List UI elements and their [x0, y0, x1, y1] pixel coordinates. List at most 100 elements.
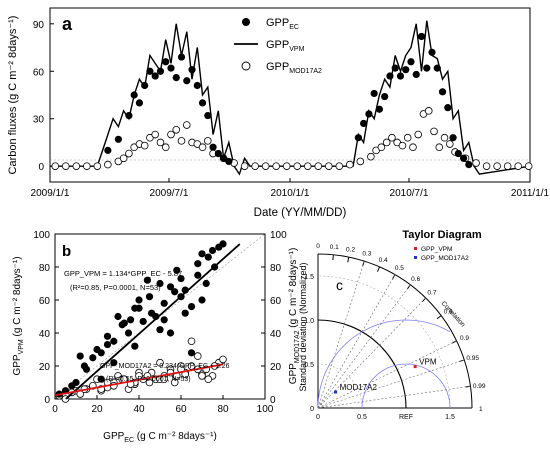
- vpm-point: [181, 309, 189, 317]
- a-y-tick-label: 0: [38, 162, 44, 173]
- a-x-tick-label: 2010/7/1: [390, 188, 429, 199]
- b-x-tick-label: 80: [217, 404, 229, 415]
- c-y-tick-label: 1.5: [304, 274, 314, 281]
- mod-point: [524, 162, 533, 170]
- panel-b-stats-vpm: (R²=0.85, P=0.0001, N=53): [70, 283, 161, 292]
- vpm-point: [145, 293, 154, 301]
- b-y-tick-label: 40: [39, 329, 51, 340]
- vpm-point: [198, 250, 206, 258]
- vpm-point: [173, 266, 181, 274]
- ec-point: [402, 66, 410, 74]
- mod-fit-line: [54, 363, 224, 397]
- legend-vpm-text: GPP_VPM: [421, 246, 452, 253]
- legend-mod-marker: [241, 61, 251, 71]
- vpm-point: [124, 329, 133, 337]
- ec-point: [381, 92, 389, 101]
- vpm-point: [166, 283, 175, 291]
- ec-point: [167, 64, 175, 72]
- mod-point: [125, 149, 133, 158]
- vpm-point: [198, 296, 206, 304]
- mod-point: [83, 162, 91, 170]
- mod-point: [472, 159, 480, 167]
- mod-point: [414, 130, 423, 139]
- mod-point: [356, 157, 365, 166]
- ec-point: [188, 66, 196, 74]
- b-y2-tick-label: 20: [270, 362, 282, 373]
- vpm-point: [208, 246, 217, 255]
- ec-point: [204, 111, 212, 120]
- vpm-point: [194, 271, 202, 279]
- vpm-point: [171, 288, 179, 296]
- ec-point: [465, 161, 473, 169]
- ec-point: [396, 72, 405, 80]
- vpm-point: [110, 337, 118, 345]
- mod-point: [335, 162, 344, 170]
- a-y-tick-label: 30: [33, 115, 45, 126]
- ec-point: [146, 67, 154, 75]
- mod-point: [282, 162, 291, 170]
- vpm-point: [68, 382, 76, 390]
- ec-point: [423, 64, 431, 72]
- mod-point: [424, 107, 433, 115]
- vpm-point: [187, 303, 196, 311]
- mod-point: [445, 140, 454, 148]
- c-x-tick-label: 1.5: [445, 414, 455, 421]
- mod-point: [161, 143, 170, 152]
- ec-point: [428, 48, 436, 56]
- mod-point: [93, 162, 102, 170]
- b-y2-tick-label: 100: [270, 230, 287, 241]
- mod-point: [482, 162, 491, 170]
- ec-point: [370, 89, 378, 98]
- c-y-tick-label: 0.5: [304, 362, 314, 369]
- panel-b-y-label: GPPVPM (g C m⁻² 8days⁻¹): [12, 256, 25, 375]
- mod-point: [177, 137, 186, 145]
- b-y2-tick-label: 40: [270, 329, 282, 340]
- b-x-tick-label: 40: [133, 404, 145, 415]
- panel-c-title: Taylor Diagram: [402, 229, 481, 241]
- panel-a-x-label: Date (YY/MM/DD): [254, 207, 347, 219]
- ec-point: [459, 154, 468, 162]
- vpm-point: [166, 329, 175, 337]
- c-point-label: MOD17A2: [340, 383, 378, 392]
- vpm-point: [127, 316, 135, 324]
- vpm-point: [110, 359, 118, 367]
- c-corr-tick-label: 0.6: [411, 276, 420, 283]
- ec-point: [183, 77, 191, 85]
- a-x-tick-label: 2009/1/1: [31, 188, 70, 199]
- b-y-tick-label: 80: [39, 263, 51, 274]
- mod-point: [145, 378, 154, 387]
- panel-b-y2-label: GPPMOD17A2 (g C m⁻² 8days⁻¹): [288, 248, 301, 385]
- mod-point: [204, 137, 212, 145]
- ec-point: [162, 58, 170, 66]
- vpm-point: [160, 316, 168, 324]
- c-std-arc: [317, 363, 363, 409]
- mod-point: [167, 130, 175, 139]
- mod-point: [72, 162, 81, 170]
- vpm-point: [219, 240, 227, 248]
- c-point-vpm: [413, 365, 417, 369]
- c-corr-ray: [317, 297, 427, 409]
- c-corr-tick-label: 0.7: [427, 290, 436, 297]
- mod-point: [182, 121, 191, 129]
- mod-point: [170, 378, 179, 387]
- c-rms-arc: [317, 319, 451, 409]
- vpm-point: [204, 253, 212, 261]
- ec-point: [141, 81, 149, 90]
- legend-mod-text: GPP_MOD17A2: [421, 255, 469, 262]
- ec-point: [386, 72, 394, 80]
- c-corr-tick-label: 0.3: [362, 251, 371, 258]
- panel-a-series: [50, 20, 533, 176]
- mod-point: [219, 355, 227, 364]
- vpm-point: [89, 354, 97, 362]
- mod-point: [303, 162, 312, 170]
- mod-point: [403, 133, 412, 142]
- b-y2-tick-label: 0: [270, 395, 276, 406]
- mod-point: [156, 358, 164, 367]
- ec-point: [407, 58, 415, 66]
- c-corr-tick: [436, 315, 442, 320]
- ec-point: [433, 64, 441, 72]
- c-corr-tick-label: 0.1: [330, 244, 339, 251]
- ec-point: [354, 134, 362, 142]
- b-y-tick-label: 0: [44, 395, 50, 406]
